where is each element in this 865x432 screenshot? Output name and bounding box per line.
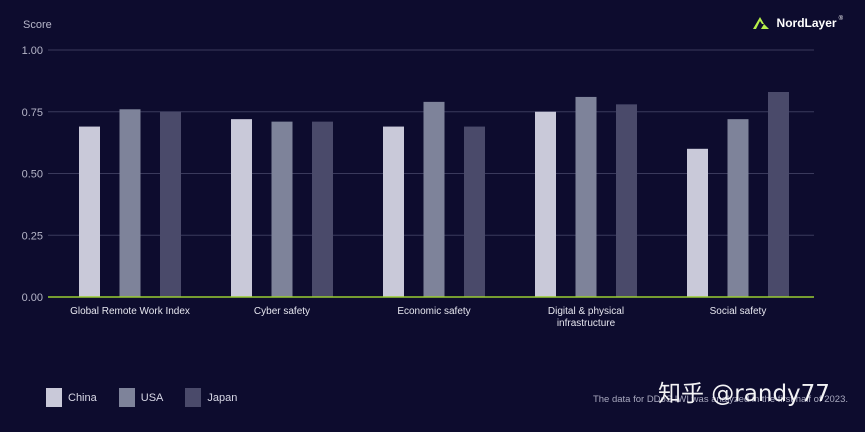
legend-label: China xyxy=(68,391,97,404)
bars xyxy=(79,91,789,298)
bar-usa xyxy=(423,101,445,298)
legend-swatch xyxy=(46,388,62,407)
watermark: 知乎 @randy77 xyxy=(658,381,830,407)
x-tick-labels: Global Remote Work Index Cyber safety Econ… xyxy=(70,306,766,329)
legend-item-japan: Japan xyxy=(185,388,237,407)
legend-label: Japan xyxy=(207,391,238,404)
y-tick-label: 0.00 xyxy=(22,292,43,304)
y-axis-label: Score xyxy=(23,19,52,31)
legend-item-usa: USA xyxy=(118,388,164,407)
x-tick-label: Economic safety xyxy=(397,306,470,317)
y-tick-label: 0.75 xyxy=(22,107,43,119)
legend: China USA Japan xyxy=(46,388,237,407)
legend-swatch xyxy=(118,388,135,407)
y-tick-labels: 0.00 0.25 0.50 0.75 1.00 xyxy=(22,45,43,304)
registered-mark-icon: ® xyxy=(838,16,843,22)
bar-china xyxy=(79,126,100,297)
bar-china xyxy=(383,126,404,297)
bar-china xyxy=(535,111,556,297)
bar-china xyxy=(687,148,708,297)
legend-swatch xyxy=(185,388,202,407)
x-tick-label: Cyber safety xyxy=(254,306,310,317)
bar-usa xyxy=(727,119,749,297)
bar-japan xyxy=(616,104,637,297)
x-tick-label: infrastructure xyxy=(557,318,616,329)
brand-logo: NordLayer ® xyxy=(751,15,843,31)
x-tick-label: Global Remote Work Index xyxy=(70,306,190,317)
brand-name: NordLayer xyxy=(776,16,837,30)
bar-japan xyxy=(160,111,181,297)
bar-japan xyxy=(768,91,789,298)
bar-usa xyxy=(575,96,597,298)
footnote: The data for DDoS IWI was analyzed in th… xyxy=(592,394,848,405)
bar-china xyxy=(231,119,252,297)
legend-item-china: China xyxy=(46,388,97,407)
nordlayer-logo-icon xyxy=(752,17,769,29)
x-tick-label: Digital & physical xyxy=(548,306,624,317)
y-tick-label: 0.50 xyxy=(22,169,43,181)
bar-japan xyxy=(312,121,333,297)
bar-usa xyxy=(119,109,141,297)
bar-japan xyxy=(464,126,485,297)
x-tick-label: Social safety xyxy=(710,306,767,317)
y-tick-label: 1.00 xyxy=(22,45,43,57)
bar-usa xyxy=(271,121,293,297)
y-tick-label: 0.25 xyxy=(22,230,43,242)
legend-label: USA xyxy=(140,391,164,404)
